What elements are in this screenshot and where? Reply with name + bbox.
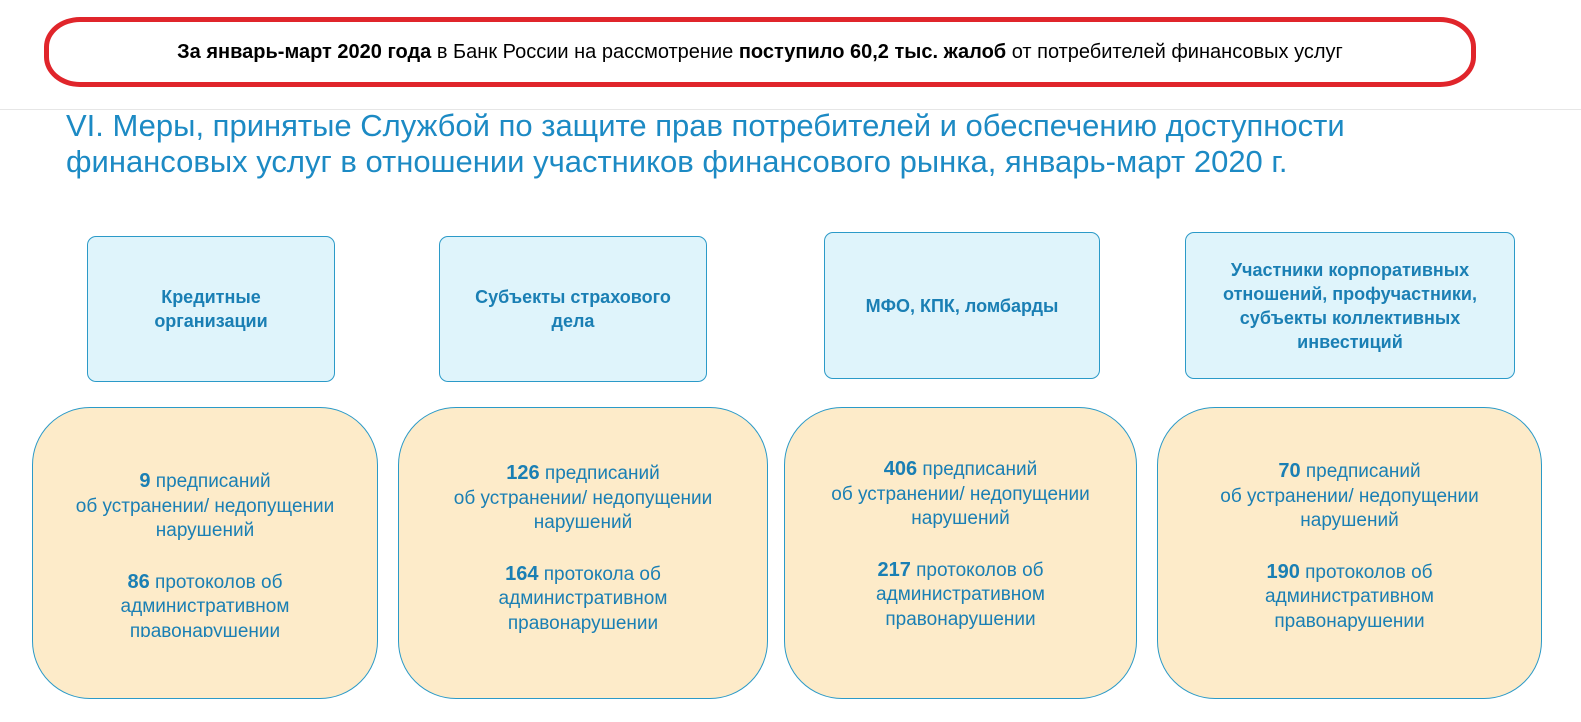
card-text: об устранении/ недопущении <box>831 483 1090 505</box>
card-text: об устранении/ недопущении <box>75 495 335 517</box>
card-text: правонарушении <box>885 608 1036 630</box>
banner-count: поступило 60,2 тыс. жалоб <box>738 40 1007 63</box>
card-insurance: 126 предписаний об устранении/ недопущен… <box>398 407 768 699</box>
protocols-count: 217 <box>877 558 911 581</box>
page-title: VI. Меры, принятые Службой по защите пра… <box>66 108 1536 180</box>
prescriptions-count: 406 <box>883 458 918 480</box>
page-title-line-1: VI. Меры, принятые Службой по защите пра… <box>66 108 1345 143</box>
card-text: нарушений <box>533 512 633 533</box>
category-label: субъекты коллективных <box>1239 307 1461 328</box>
category-label: Участники корпоративных <box>1230 259 1470 280</box>
card-text: об устранении/ недопущении <box>1220 485 1479 507</box>
card-text: нарушений <box>1300 510 1399 531</box>
category-label: Кредитные <box>161 287 261 307</box>
protocols-count: 190 <box>1266 560 1300 583</box>
category-label: Субъекты страхового <box>475 287 671 307</box>
card-text: правонарушении <box>1274 610 1425 632</box>
category-credit-organizations: Кредитные организации <box>87 236 335 382</box>
card-credit-organizations: 9 предписаний об устранении/ недопущении… <box>32 407 378 699</box>
protocols-label: протоколов об <box>149 571 283 593</box>
protocols-label: протоколов об <box>1299 561 1433 583</box>
card-text: правонарушении <box>507 612 659 634</box>
prescriptions-count: 126 <box>506 462 540 484</box>
protocols-count: 164 <box>505 562 539 585</box>
prescriptions-label: предписаний <box>917 459 1038 480</box>
card-text: административном <box>1265 586 1434 607</box>
category-mfo: МФО, КПК, ломбарды <box>824 232 1100 379</box>
protocols-count: 86 <box>127 570 150 593</box>
page-title-line-2: финансовых услуг в отношении участников … <box>66 144 1288 179</box>
category-label: организации <box>154 311 268 331</box>
category-label: дела <box>551 311 595 331</box>
banner-text-2: от потребителей финансовых услуг <box>1006 40 1343 63</box>
protocols-label: протокола об <box>538 563 661 585</box>
divider <box>0 109 1581 110</box>
prescriptions-count: 9 <box>139 470 151 492</box>
prescriptions-label: предписаний <box>539 463 660 484</box>
prescriptions-count: 70 <box>1278 460 1301 482</box>
card-text: административном <box>498 588 668 609</box>
category-label: отношений, профучастники, <box>1223 283 1477 304</box>
banner-period: За январь-март 2020 года <box>177 40 432 63</box>
card-text: административном <box>120 596 290 617</box>
card-corporate-participants: 70 предписаний об устранении/ недопущени… <box>1157 407 1542 699</box>
card-text: правонарушении <box>129 620 281 638</box>
banner-text-1: в Банк России на рассмотрение <box>431 40 739 63</box>
card-text: нарушений <box>911 508 1010 529</box>
protocols-label: протоколов об <box>910 559 1044 581</box>
prescriptions-label: предписаний <box>150 471 271 492</box>
category-label: МФО, КПК, ломбарды <box>865 295 1059 316</box>
category-corporate-participants: Участники корпоративных отношений, профу… <box>1185 232 1515 379</box>
summary-banner: За январь-март 2020 года в Банк России н… <box>44 17 1476 87</box>
prescriptions-label: предписаний <box>1300 461 1421 482</box>
card-text: административном <box>876 584 1045 605</box>
category-label: инвестиций <box>1297 331 1403 352</box>
card-text: об устранении/ недопущении <box>453 487 713 509</box>
card-mfo: 406 предписаний об устранении/ недопущен… <box>784 407 1137 699</box>
card-text: нарушений <box>155 520 255 541</box>
category-insurance: Субъекты страхового дела <box>439 236 707 382</box>
